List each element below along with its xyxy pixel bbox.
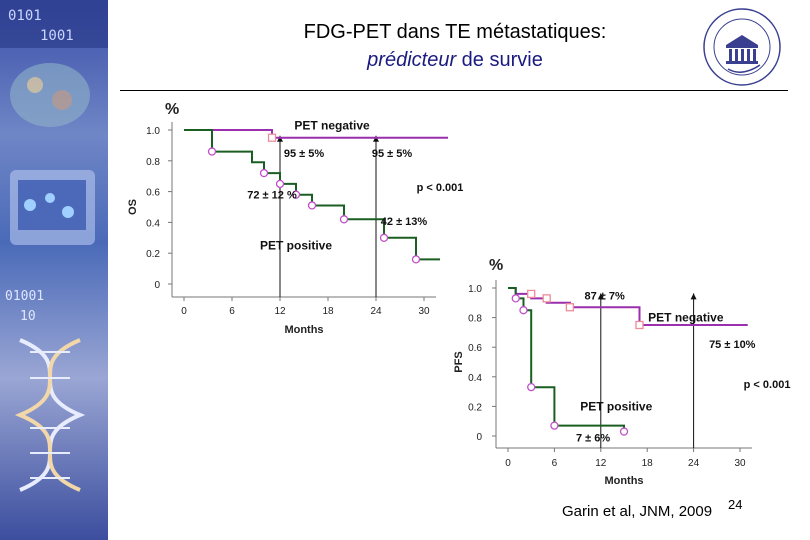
x-tick-label: 12 (274, 306, 286, 317)
decorative-sidebar: 0101 1001 01001 10 (0, 0, 108, 540)
chart-annotation: 7 ± 6% (576, 432, 610, 444)
pet-positive-censor-marker (207, 147, 217, 156)
slide-subtitle-italic: prédicteur (367, 49, 457, 71)
title-divider (120, 90, 788, 91)
chart-annotation: PET positive (260, 239, 332, 253)
y-tick-label: 0 (476, 432, 482, 443)
pet-positive-censor-marker (550, 421, 559, 430)
chart-annotation: PET positive (580, 399, 652, 413)
slide-subtitle-rest: de survie (456, 49, 543, 71)
svg-text:10: 10 (20, 309, 36, 324)
x-tick-label: 24 (370, 306, 382, 317)
svg-text:01001: 01001 (5, 289, 44, 304)
x-tick-label: 6 (552, 458, 558, 469)
citation: Garin et al, JNM, 2009 (562, 503, 713, 520)
unit-label: % (165, 101, 179, 118)
pet-positive-censor-marker (619, 427, 629, 436)
svg-text:1001: 1001 (40, 28, 74, 44)
y-tick-label: 0.8 (146, 157, 160, 168)
x-tick-label: 18 (642, 458, 654, 469)
x-tick-label: 30 (734, 458, 746, 469)
page-number: 24 (728, 497, 743, 512)
chart-annotation: 42 ± 13% (381, 216, 428, 228)
x-tick-label: 24 (688, 458, 700, 469)
y-tick-label: 0.4 (468, 373, 482, 384)
pet-positive-censor-marker (519, 306, 528, 315)
pet-positive-censor-marker (339, 215, 349, 224)
pet-negative-censor-marker (565, 303, 575, 312)
chart-annotation: 95 ± 5% (284, 148, 325, 160)
chart-annotation: 72 ± 12 % (247, 190, 297, 202)
y-tick-label: 1.0 (146, 126, 160, 137)
pet-negative-censor-marker (542, 294, 551, 303)
slide-title-line1: FDG-PET dans TE métastatiques: (303, 21, 607, 43)
x-axis-label: Months (604, 475, 643, 487)
pet-positive-censor-marker (259, 168, 269, 178)
chart-annotation: PET negative (648, 311, 724, 325)
unit-label: % (489, 257, 503, 274)
chart-annotation: 75 ± 10% (709, 339, 756, 351)
chart-annotation: 95 ± 5% (372, 148, 413, 160)
pet-positive-censor-marker (307, 201, 317, 210)
pet-positive-censor-marker (527, 383, 536, 392)
svg-text:0101: 0101 (8, 8, 42, 24)
university-logo (700, 5, 784, 89)
y-tick-label: 0.2 (468, 402, 482, 413)
pet-positive-censor-marker (379, 233, 389, 242)
chart-annotation: PET negative (294, 118, 370, 132)
y-axis-label: OS (127, 199, 139, 215)
y-tick-label: 0.8 (468, 314, 482, 325)
slide-subtitle: prédicteur de survie (200, 46, 710, 74)
pet-positive-censor-marker (275, 179, 285, 189)
x-tick-label: 30 (418, 306, 430, 317)
chart-annotation: p < 0.001 (417, 182, 464, 194)
x-tick-label: 18 (322, 306, 334, 317)
x-tick-label: 0 (181, 306, 187, 317)
x-axis-label: Months (284, 324, 323, 336)
x-tick-label: 0 (505, 458, 511, 469)
y-tick-label: 0.4 (146, 218, 160, 229)
y-tick-label: 0.2 (146, 249, 160, 260)
x-tick-label: 12 (595, 458, 607, 469)
y-axis-label: PFS (453, 351, 465, 372)
reference-arrowhead (597, 293, 604, 300)
y-tick-label: 0.6 (468, 343, 482, 354)
y-tick-label: 0.6 (146, 188, 160, 199)
y-tick-label: 1.0 (468, 284, 482, 295)
pet-positive-censor-marker (511, 294, 520, 303)
reference-arrowhead (690, 293, 697, 300)
slide-title: FDG-PET dans TE métastatiques: prédicteu… (200, 18, 710, 74)
pet-negative-censor-marker (527, 289, 536, 299)
x-tick-label: 6 (229, 306, 235, 317)
pet-negative-censor-marker (635, 320, 644, 330)
pet-negative-censor-marker (267, 133, 277, 142)
pet-positive-censor-marker (411, 255, 421, 264)
chart-annotation: 87 ± 7% (585, 290, 626, 302)
chart-annotation: p < 0.001 (744, 379, 791, 391)
pet-positive-censor-marker (291, 190, 301, 199)
y-tick-label: 0 (154, 280, 160, 291)
